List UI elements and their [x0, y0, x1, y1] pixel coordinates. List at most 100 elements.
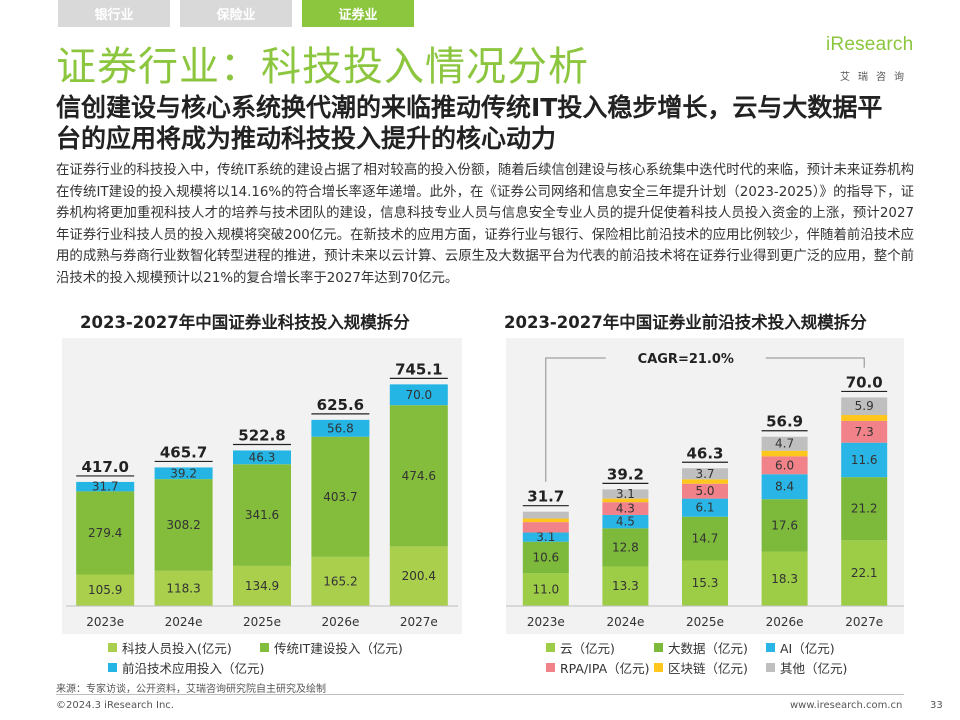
bar-it-2023e — [76, 491, 135, 575]
total-label-2024e: 39.2 — [607, 465, 644, 483]
chart1-title: 2023-2027年中国证券业科技投入规模拆分 — [80, 313, 410, 332]
legend-swatch-ai — [766, 643, 775, 652]
total-label-2023e: 417.0 — [81, 458, 128, 476]
bar-frontier-2024e — [154, 467, 213, 480]
data-label-cloud-2027e: 22.1 — [851, 566, 878, 580]
x-tick-2024e: 2024e — [165, 615, 203, 629]
total-label-2026e: 625.6 — [317, 396, 364, 414]
bar-bigdata-2023e — [522, 541, 569, 574]
logo-subtitle: 艾瑞咨询 — [840, 72, 912, 83]
data-label-cloud-2023e: 11.0 — [532, 583, 559, 597]
bar-rpa-2027e — [841, 420, 888, 443]
legend-label-cloud: 云（亿元) — [560, 641, 615, 656]
legend-label-ai: AI（亿元) — [780, 641, 835, 656]
data-label-other-2025e: 3.7 — [695, 467, 714, 481]
bar-bigdata-2026e — [761, 499, 808, 552]
legend-other: 其他（亿元) — [766, 658, 847, 677]
iresearch-logo: iResearch 艾瑞咨询 — [826, 34, 926, 84]
chart1: 105.9 279.4 31.7 417.0 2023e 118.3 308.2 39.2 46… — [66, 360, 458, 629]
chart2-legend: 云（亿元) 大数据（亿元) AI（亿元) RPA/IPA（亿元) 区块链（亿元)… — [506, 636, 904, 676]
x-tick-2027e: 2027e — [845, 615, 883, 629]
data-label-bigdata-2025e: 14.7 — [692, 532, 719, 546]
page-title: 证券行业：科技投入情况分析 — [56, 44, 589, 90]
data-label-bigdata-2026e: 17.6 — [771, 518, 798, 532]
legend-swatch-bigdata — [654, 643, 663, 652]
data-label-bigdata-2023e: 10.6 — [532, 551, 559, 565]
total-label-2024e: 465.7 — [160, 443, 207, 461]
data-label-it-2025e: 341.6 — [245, 508, 279, 522]
cagr-bracket-left — [545, 357, 606, 482]
bar-rpa-2026e — [761, 456, 808, 475]
section-tabs: 银行业 保险业 证券业 — [58, 0, 424, 27]
bar-blockchain-2026e — [761, 450, 808, 457]
legend-label-rpa: RPA/IPA（亿元) — [560, 661, 650, 676]
source-note: 来源：专家访谈，公开资料，艾瑞咨询研究院自主研究及绘制 — [56, 684, 326, 695]
bar-blockchain-2024e — [602, 498, 649, 503]
x-tick-2026e: 2026e — [321, 615, 359, 629]
chart2-title: 2023-2027年中国证券业前沿技术投入规模拆分 — [504, 313, 867, 332]
bar-cloud-2026e — [761, 551, 808, 606]
page-subtitle: 信创建设与核心系统换代潮的来临推动传统IT投入稳步增长，云与大数据平台的应用将成… — [56, 93, 883, 153]
tab-securities[interactable]: 证券业 — [302, 0, 414, 27]
data-label-cloud-2026e: 18.3 — [771, 572, 798, 586]
data-label-cloud-2024e: 13.3 — [612, 579, 639, 593]
tab-banking[interactable]: 银行业 — [58, 0, 170, 27]
bar-cloud-2027e — [841, 540, 888, 606]
data-label-frontier-2024e: 39.2 — [170, 466, 197, 480]
data-label-it-2027e: 474.6 — [402, 469, 436, 483]
total-label-2026e: 56.9 — [766, 413, 803, 431]
bar-people-2024e — [154, 570, 213, 606]
legend-swatch-other — [766, 663, 775, 672]
bar-it-2024e — [154, 479, 213, 571]
legend-blockchain: 区块链（亿元) — [654, 658, 748, 677]
bar-ai-2024e — [602, 514, 649, 529]
page-number: 33 — [930, 700, 943, 711]
x-tick-2026e: 2026e — [766, 615, 804, 629]
data-label-frontier-2026e: 56.8 — [327, 421, 354, 435]
legend-label-other: 其他（亿元) — [780, 661, 848, 676]
legend-swatch-it — [260, 643, 269, 652]
bar-blockchain-2027e — [841, 415, 888, 421]
data-label-frontier-2023e: 31.7 — [92, 480, 119, 494]
data-label-cloud-2025e: 15.3 — [692, 576, 719, 590]
website-link[interactable]: www.iresearch.com.cn — [790, 700, 903, 711]
data-label-people-2026e: 165.2 — [323, 574, 357, 588]
x-tick-2027e: 2027e — [400, 615, 438, 629]
data-label-people-2027e: 200.4 — [402, 569, 436, 583]
data-label-ai-2025e: 6.1 — [695, 501, 714, 515]
legend-swatch-cloud — [546, 643, 555, 652]
bar-people-2025e — [233, 565, 291, 606]
tab-insurance[interactable]: 保险业 — [180, 0, 292, 27]
bar-cloud-2023e — [522, 573, 569, 606]
data-label-ai-2023e: 3.1 — [536, 530, 555, 544]
bar-other-2025e — [682, 468, 728, 480]
legend-swatch-rpa — [546, 663, 555, 672]
total-label-2025e: 46.3 — [686, 444, 723, 462]
legend-label-blockchain: 区块链（亿元) — [668, 661, 748, 676]
bar-frontier-2023e — [76, 481, 135, 492]
bar-blockchain-2025e — [682, 479, 728, 484]
data-label-other-2026e: 4.7 — [775, 437, 794, 451]
legend-swatch-frontier — [108, 663, 117, 672]
total-label-2027e: 745.1 — [395, 360, 442, 378]
bar-people-2023e — [76, 574, 135, 606]
chart1-legend: 科技人员投入(亿元) 传统IT建设投入（亿元) 前沿技术应用投入（亿元) — [62, 636, 462, 676]
x-tick-2024e: 2024e — [606, 615, 644, 629]
x-tick-2023e: 2023e — [86, 615, 124, 629]
legend-label-people: 科技人员投入(亿元) — [122, 641, 232, 656]
data-label-bigdata-2024e: 12.8 — [612, 540, 639, 554]
data-label-it-2024e: 308.2 — [166, 518, 200, 532]
legend-label-bigdata: 大数据（亿元) — [668, 641, 748, 656]
data-label-frontier-2027e: 70.0 — [405, 388, 432, 402]
legend-rpa: RPA/IPA（亿元) — [546, 658, 650, 677]
bar-people-2027e — [389, 546, 448, 606]
copyright: ©2024.3 iResearch Inc. — [56, 700, 174, 711]
data-label-ai-2024e: 4.5 — [616, 515, 635, 529]
bar-bigdata-2024e — [602, 528, 649, 567]
data-label-people-2025e: 134.9 — [245, 579, 279, 593]
legend-label-frontier: 前沿技术应用投入（亿元) — [122, 661, 265, 676]
x-tick-2023e: 2023e — [527, 615, 565, 629]
bar-blockchain-2023e — [522, 518, 569, 523]
legend-people: 科技人员投入(亿元) — [108, 638, 232, 657]
data-label-ai-2026e: 8.4 — [775, 480, 794, 494]
